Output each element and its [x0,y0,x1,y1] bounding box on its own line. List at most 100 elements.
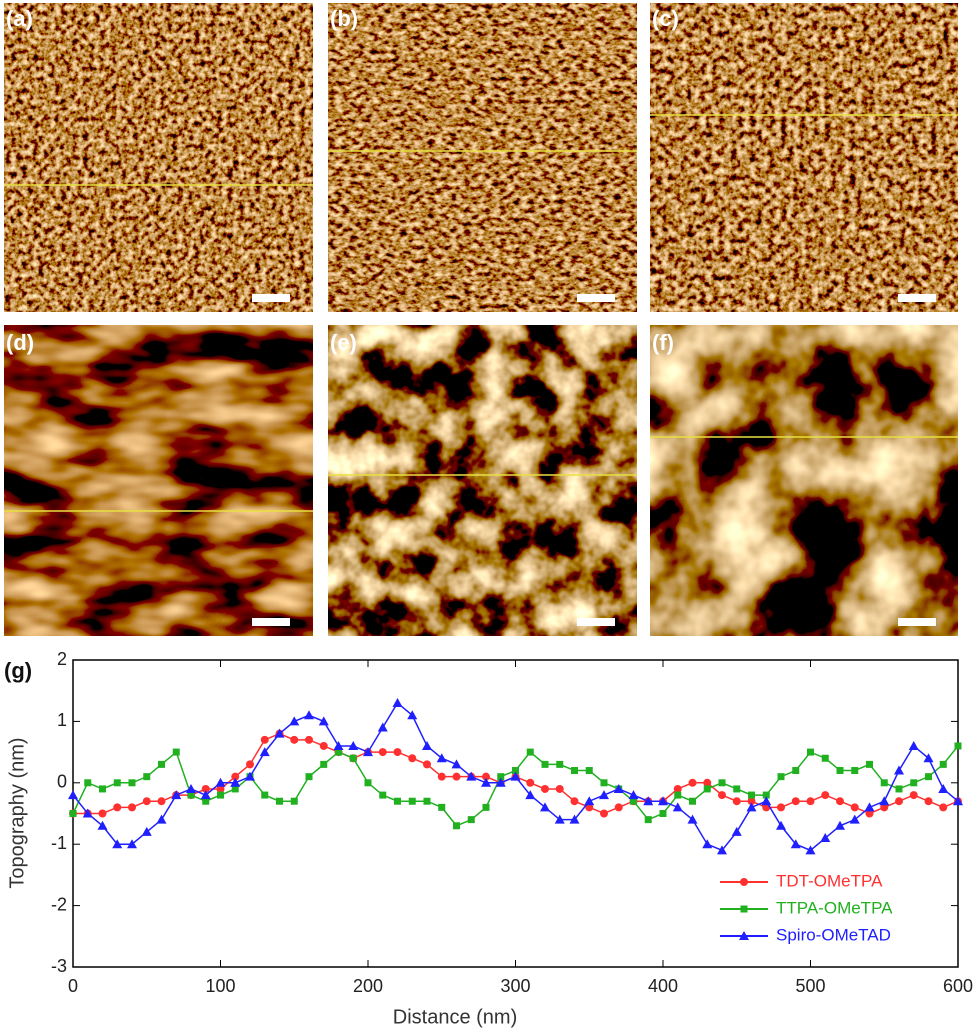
legend-item: Spiro-OMeTAD [720,925,891,944]
marker [866,760,873,768]
legend-item: TTPA-OMeTPA [720,898,893,917]
marker [806,797,815,806]
marker [422,740,432,750]
marker [231,785,239,793]
marker [748,791,755,799]
marker [659,810,667,817]
marker [438,803,446,811]
panel-label: (c) [652,6,679,31]
marker [512,767,519,775]
marker [497,773,505,781]
marker [776,820,786,830]
legend-marker [739,931,749,940]
marker [895,785,903,793]
panel-label: (d) [6,330,34,355]
marker [880,779,888,787]
marker [82,808,93,818]
scale-bar [577,294,615,302]
marker [777,803,785,812]
marker [97,820,108,830]
legend-label: TTPA-OMeTPA [776,898,893,917]
marker [821,791,830,800]
marker [481,777,491,787]
legend-label: TDT-OMeTPA [776,871,883,890]
marker [923,753,934,763]
marker [761,796,772,806]
marker [392,697,403,707]
marker [614,803,623,812]
marker [216,784,225,793]
marker [643,796,654,806]
marker [805,845,816,855]
marker [379,791,387,799]
marker [851,767,859,775]
marker [202,797,210,805]
marker [452,772,461,781]
marker [466,771,477,781]
panel-label: (e) [330,330,357,355]
y-tick-label: -1 [51,833,67,853]
panel-label: (b) [330,6,358,31]
marker [349,754,357,762]
marker [156,814,167,824]
marker [703,785,711,793]
marker [112,839,123,849]
afm-image [4,3,313,312]
marker [333,740,344,750]
marker [217,791,224,799]
marker [290,797,298,805]
marker [113,779,121,787]
afm-image [328,3,637,312]
marker [304,710,314,720]
marker [128,803,136,812]
marker [99,785,106,793]
marker [200,790,211,800]
marker [555,784,564,793]
marker [746,802,757,812]
marker [953,796,963,806]
marker [290,735,299,744]
marker [910,779,918,787]
marker [541,784,549,793]
x-tick-label: 200 [353,976,383,996]
marker [423,760,431,769]
marker [172,748,180,756]
marker [84,779,92,787]
marker [142,797,151,806]
marker [215,777,226,787]
marker [554,814,565,824]
marker [673,784,682,793]
marker [171,790,182,800]
afm-image [650,325,958,636]
marker [939,803,948,812]
legend-marker [740,905,748,913]
panel-label: (g) [4,658,32,683]
marker [259,747,270,757]
marker [318,716,329,726]
afm-image [4,325,313,636]
marker [305,735,313,744]
scale-bar [577,618,615,626]
marker [128,779,136,787]
profile-lines [4,114,958,512]
y-axis-label: Topography (nm) [6,737,28,888]
marker [377,722,388,732]
x-tick-label: 500 [795,976,825,996]
x-tick-label: 400 [648,976,678,996]
marker [747,797,756,806]
marker [143,773,151,781]
scale-bar [252,294,290,302]
afm-images: (a) (b) (c) (d) (e) (f) [4,3,958,636]
marker [525,790,536,800]
marker [600,809,608,818]
marker [790,839,801,849]
marker [630,797,637,805]
marker [689,797,696,805]
marker [556,760,564,768]
marker [246,760,254,769]
marker [571,767,578,775]
marker [909,791,918,800]
marker [791,797,800,806]
marker [687,814,698,824]
marker [526,778,535,787]
